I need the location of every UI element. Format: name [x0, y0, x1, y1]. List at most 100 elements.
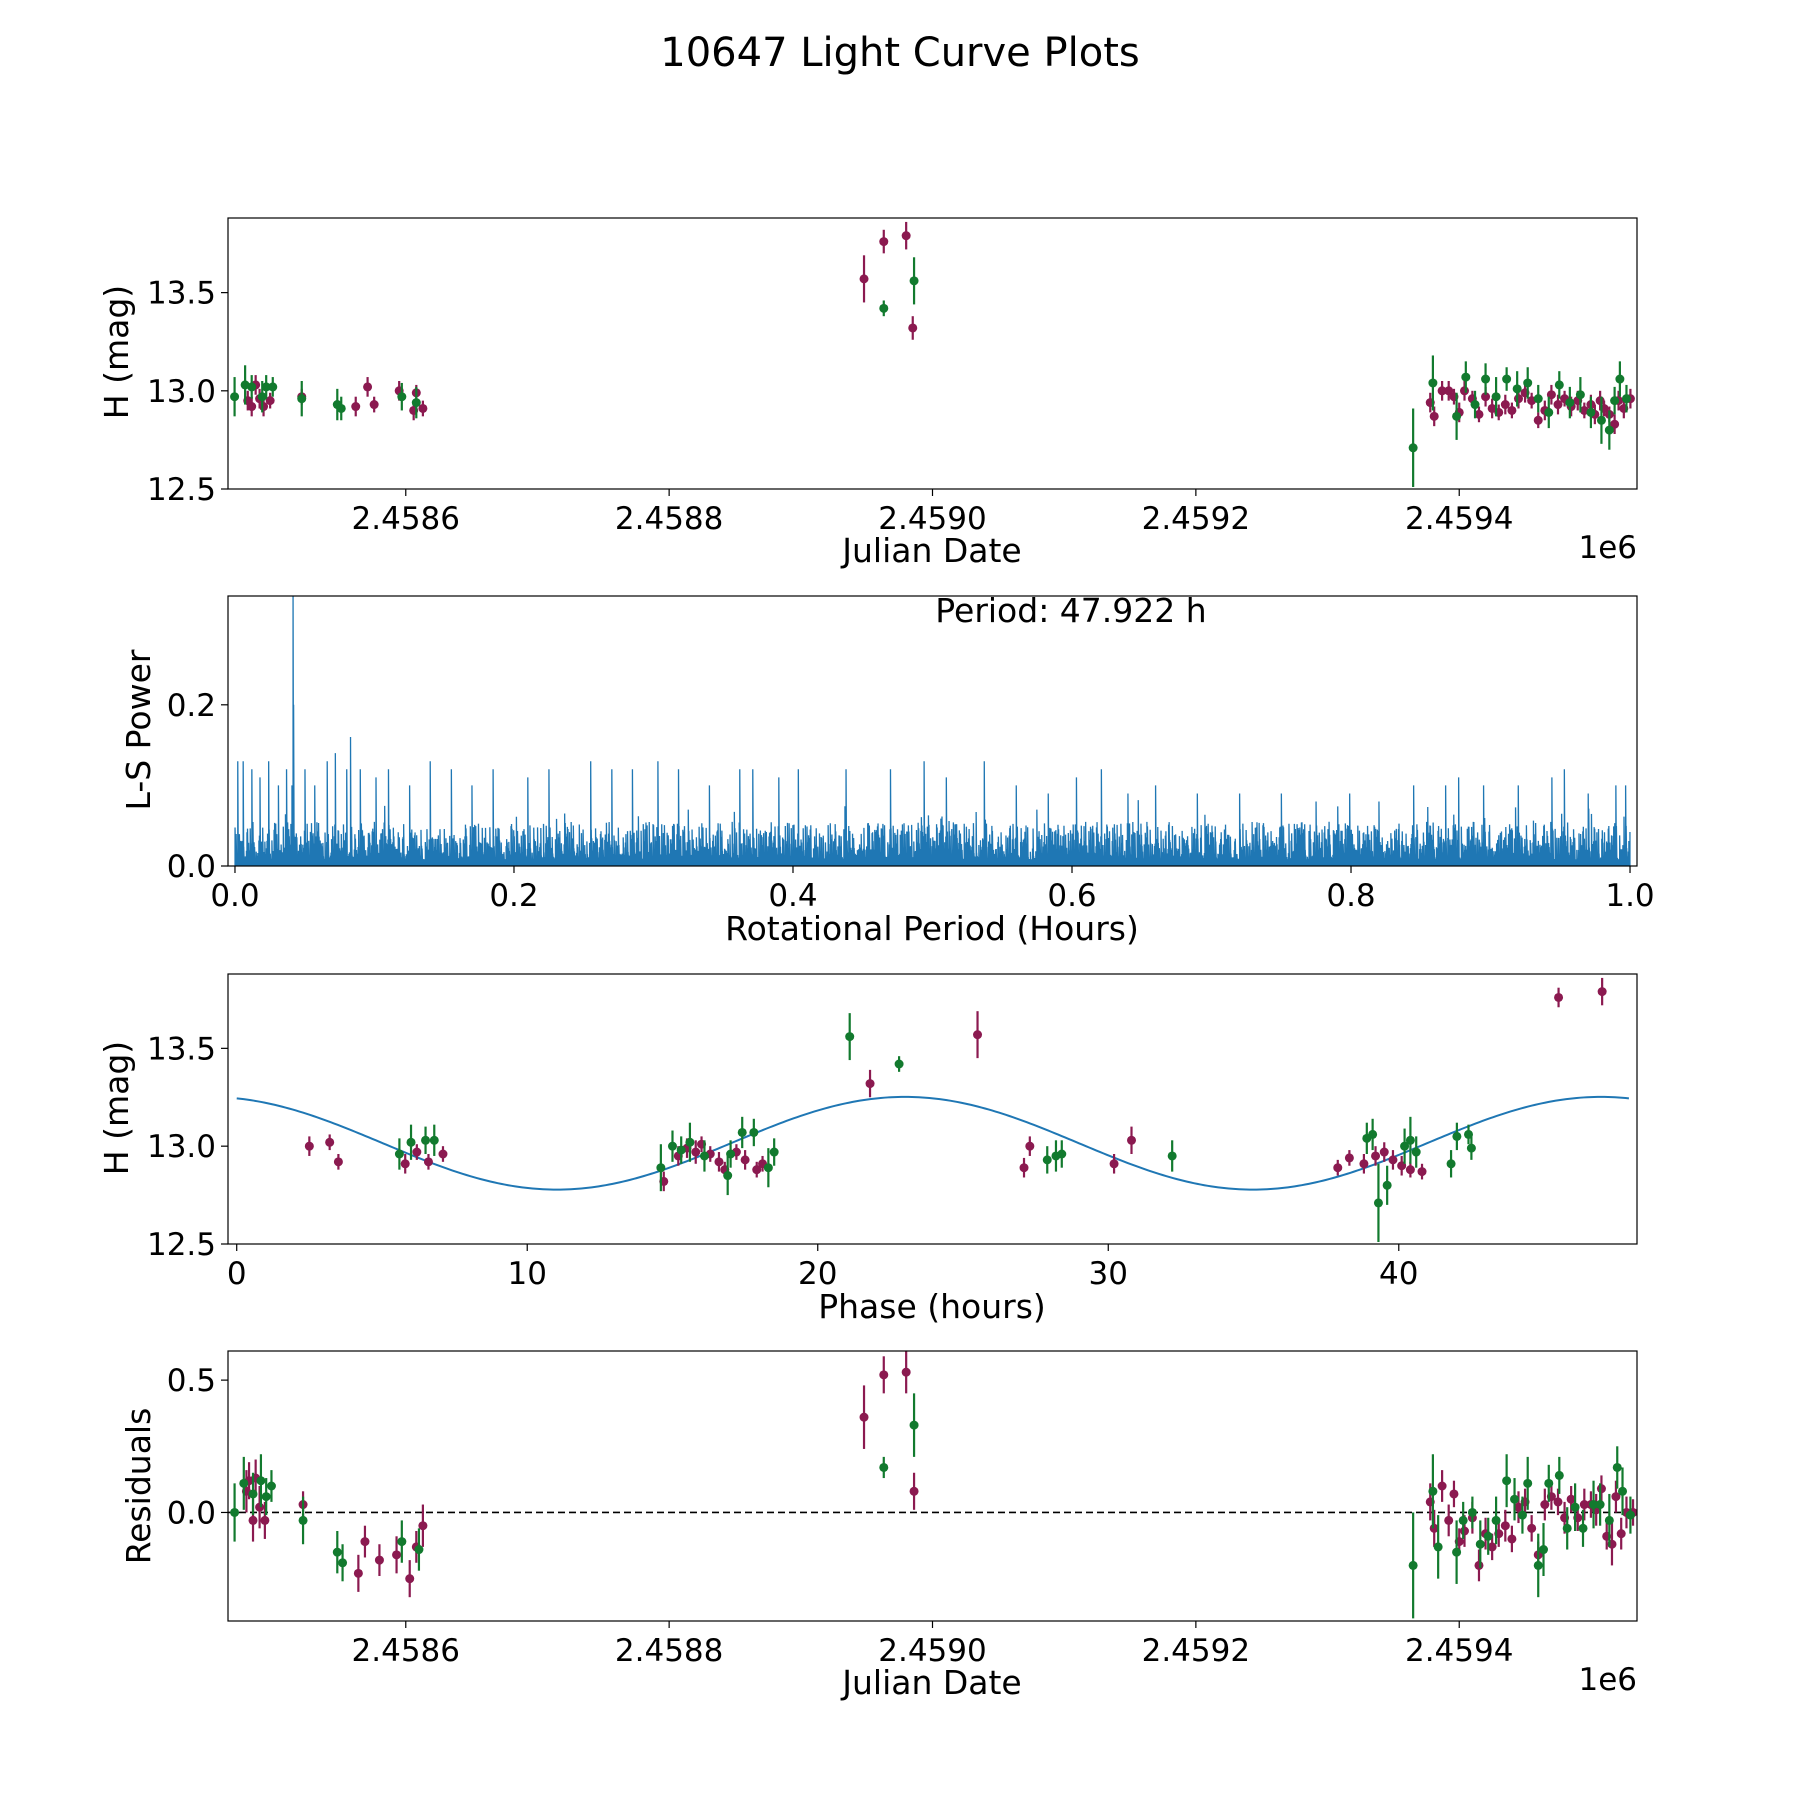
residuals-xlabel: Julian Date	[840, 1663, 1022, 1702]
lightcurve-filter_b-point	[1596, 415, 1606, 425]
lightcurve-ytick-label: 12.5	[147, 472, 216, 508]
lightcurve-filter_b-point	[411, 398, 421, 408]
lightcurve-filter_a-point	[1474, 409, 1484, 419]
residuals-filter_a-point	[901, 1367, 911, 1377]
lightcurve-filter_b-point	[1428, 378, 1438, 388]
lightcurve-filter_b-point	[1481, 374, 1491, 384]
residuals-filter_b-point	[1618, 1486, 1628, 1496]
lightcurve-filter_a-point	[1437, 386, 1447, 396]
lightcurve-filter_b-point	[1533, 394, 1543, 404]
residuals-filter_b-point	[1570, 1502, 1580, 1512]
phased-filter_b-point	[894, 1059, 904, 1069]
phased-filter_b-point	[763, 1163, 773, 1173]
residuals-filter_a-point	[1553, 1497, 1563, 1507]
residuals-filter_a-point	[1566, 1494, 1576, 1504]
periodogram-xtick-label: 0.0	[210, 878, 259, 914]
residuals-filter_b-point	[909, 1420, 919, 1430]
residuals-filter_a-point	[255, 1502, 265, 1512]
residuals-xtick-label: 2.4594	[1405, 1633, 1513, 1669]
lightcurve-filter_b-point	[1610, 396, 1620, 406]
phased-filter_b-point	[737, 1127, 747, 1137]
lightcurve-xtick-label: 2.4594	[1405, 501, 1513, 537]
residuals-filter_b-point	[397, 1537, 407, 1547]
lightcurve-filter_b-point	[268, 382, 278, 392]
lightcurve-xlabel: Julian Date	[840, 531, 1022, 570]
phased-filter_a-point	[412, 1147, 422, 1157]
phased-ylabel: H (mag)	[97, 1041, 136, 1175]
lightcurve-filter_b-point	[1565, 398, 1575, 408]
lightcurve-filter_b-point	[247, 382, 257, 392]
phased-filter_b-point	[1400, 1141, 1410, 1151]
phased-filter_a-point	[865, 1079, 875, 1089]
lightcurve-filter_a-point	[1459, 386, 1469, 396]
phased-filter_b-point	[676, 1145, 686, 1155]
residuals-axes-frame	[227, 1350, 1638, 1622]
phased-filter_b-point	[394, 1149, 404, 1159]
residuals-filter_a-point	[374, 1555, 384, 1565]
phased-filter_a-point	[1405, 1165, 1415, 1175]
lightcurve-filter_a-point	[1487, 403, 1497, 413]
lightcurve-filter_b-point	[1461, 372, 1471, 382]
periodogram-xlabel: Rotational Period (Hours)	[725, 909, 1139, 948]
lightcurve-filter_b-point	[1544, 407, 1554, 417]
residuals-filter_a-point	[1487, 1542, 1497, 1552]
lightcurve-filter_a-point	[351, 402, 361, 412]
residuals-filter_a-point	[1449, 1489, 1459, 1499]
phased-filter_a-point	[1109, 1159, 1119, 1169]
lightcurve-filter_a-point	[859, 274, 869, 284]
residuals-filter_b-point	[256, 1476, 266, 1486]
lightcurve-ytick-label: 13.0	[147, 374, 216, 410]
phased-filter_a-point	[1417, 1167, 1427, 1177]
residuals-filter_b-point	[1578, 1523, 1588, 1533]
lightcurve-filter_a-point	[1500, 400, 1510, 410]
residuals-filter_a-point	[879, 1370, 889, 1380]
lightcurve-ytick-label: 13.5	[147, 276, 216, 312]
lightcurve-filter_a-point	[1610, 419, 1620, 429]
phased-filter_a-point	[400, 1159, 410, 1169]
residuals-filter_b-point	[1604, 1515, 1614, 1525]
residuals-filter_a-point	[1611, 1492, 1621, 1502]
residuals-filter_b-point	[1467, 1507, 1477, 1517]
residuals-filter_a-point	[1459, 1526, 1469, 1536]
lightcurve-filter_b-point	[1554, 380, 1564, 390]
lightcurve-filter_b-point	[1621, 394, 1631, 404]
residuals-filter_b-point	[1433, 1542, 1443, 1552]
lightcurve-filter_b-point	[1502, 374, 1512, 384]
period-annotation: Period: 47.922 h	[935, 591, 1206, 630]
residuals-points	[230, 1351, 1637, 1619]
residuals-offset-label: 1e6	[1578, 1662, 1637, 1698]
model-fit-curve	[236, 1095, 1630, 1191]
residuals-filter_b-point	[230, 1507, 240, 1517]
phased-points	[304, 977, 1607, 1243]
phased-filter_b-point	[1446, 1159, 1456, 1169]
residuals-filter_b-point	[1428, 1486, 1438, 1496]
lightcurve-filter_a-point	[1481, 392, 1491, 402]
lightcurve-filter_a-point	[908, 323, 918, 333]
phased-filter_a-point	[1127, 1135, 1137, 1145]
lightcurve-filter_a-point	[369, 400, 379, 410]
residuals-filter_a-point	[1437, 1481, 1447, 1491]
residuals-filter_a-point	[909, 1486, 919, 1496]
residuals-filter_b-point	[1491, 1515, 1501, 1525]
phased-filter_b-point	[699, 1151, 709, 1161]
lightcurve-filter_b-point	[879, 303, 889, 313]
residuals-filter_b-point	[1523, 1478, 1533, 1488]
phased-filter_a-point	[1333, 1163, 1343, 1173]
periodogram-xtick-label: 0.4	[768, 878, 817, 914]
phased-filter_b-point	[1411, 1147, 1421, 1157]
lightcurve-filter_b-point	[1586, 407, 1596, 417]
phased-xtick-label: 10	[508, 1256, 547, 1292]
phased-axes-frame	[227, 973, 1638, 1245]
lightcurve-filter_a-point	[901, 231, 911, 241]
phased-filter_b-point	[749, 1127, 759, 1137]
lightcurve-filter_b-point	[297, 394, 307, 404]
ls-power-line	[234, 596, 1631, 866]
residuals-filter_b-point	[266, 1481, 276, 1491]
lightcurve-filter_b-point	[1523, 378, 1533, 388]
residuals-filter_b-point	[1510, 1494, 1520, 1504]
residuals-filter_a-point	[405, 1574, 415, 1584]
phased-filter_a-point	[1597, 987, 1607, 997]
phased-filter_b-point	[1452, 1131, 1462, 1141]
lightcurve-axes-frame	[227, 217, 1638, 490]
phased-filter_b-point	[406, 1137, 416, 1147]
